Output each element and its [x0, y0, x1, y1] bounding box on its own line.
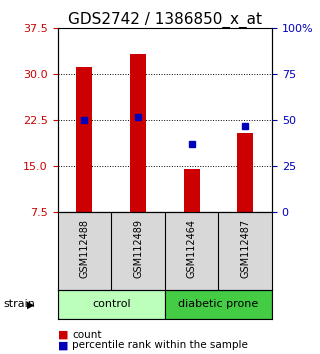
Bar — [130, 54, 146, 212]
Text: GSM112488: GSM112488 — [79, 219, 89, 278]
Title: GDS2742 / 1386850_x_at: GDS2742 / 1386850_x_at — [68, 12, 262, 28]
Bar — [165, 290, 272, 319]
Text: count: count — [72, 330, 101, 339]
Text: strain: strain — [3, 299, 35, 309]
Text: diabetic prone: diabetic prone — [178, 299, 259, 309]
Text: ■: ■ — [58, 330, 68, 339]
Bar — [58, 290, 165, 319]
Bar — [237, 133, 253, 212]
Text: GSM112487: GSM112487 — [240, 219, 250, 278]
Bar — [184, 169, 200, 212]
Text: GSM112464: GSM112464 — [187, 219, 196, 278]
Bar — [76, 67, 92, 212]
Text: control: control — [92, 299, 131, 309]
Text: GSM112489: GSM112489 — [133, 219, 143, 278]
Text: ▶: ▶ — [27, 299, 34, 309]
Text: ■: ■ — [58, 340, 68, 350]
Text: percentile rank within the sample: percentile rank within the sample — [72, 340, 248, 350]
